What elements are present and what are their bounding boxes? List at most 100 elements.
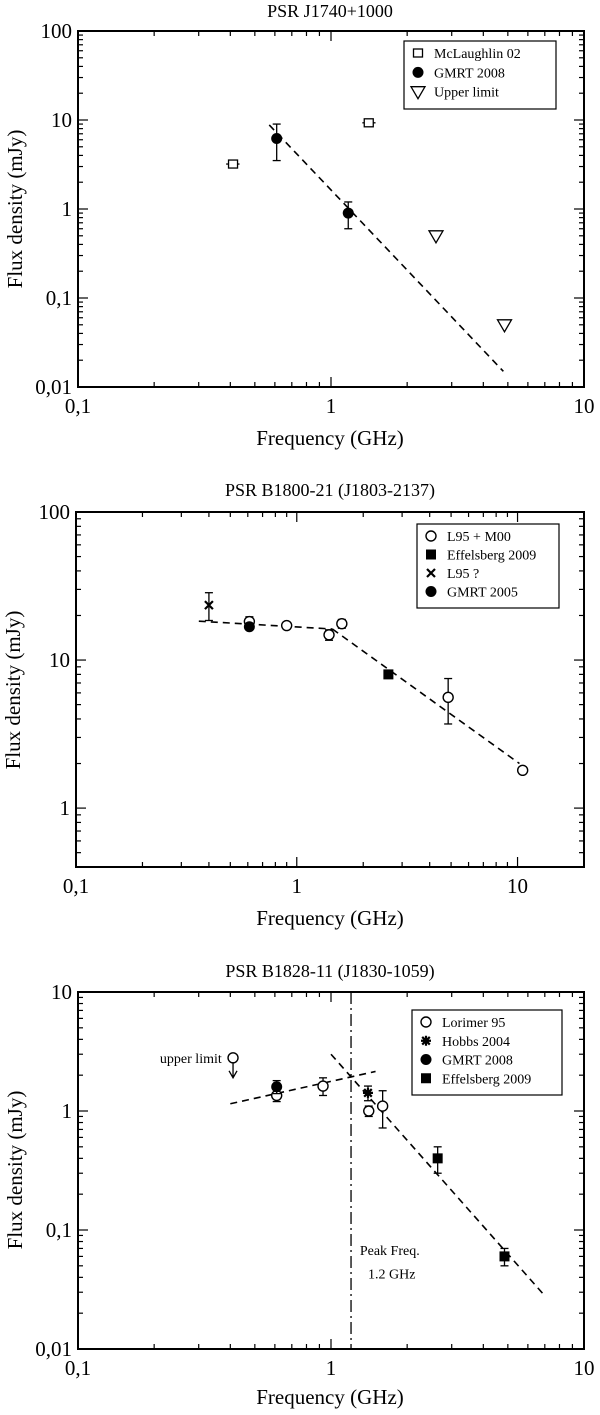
chart-title: PSR B1828-11 (J1830-1059) xyxy=(225,961,434,982)
y-tick-label: 1 xyxy=(62,1099,73,1123)
y-axis-label: Flux density (mJy) xyxy=(3,1091,27,1250)
legend-label: Effelsberg 2009 xyxy=(447,549,536,564)
legend-label: L95 ? xyxy=(447,567,479,582)
y-tick-label: 1 xyxy=(62,197,73,221)
y-tick-label: 100 xyxy=(41,19,73,43)
y-tick-label: 100 xyxy=(39,500,71,524)
plot-frame xyxy=(75,511,585,868)
annotations: upper limit Peak Freq. 1.2 GHz xyxy=(160,1052,420,1283)
data-point xyxy=(363,118,374,128)
chart-title: PSR J1740+1000 xyxy=(267,1,393,21)
legend: L95 + M00 Effelsberg 2009 L95 ? GMRT 2005 xyxy=(416,523,560,609)
data-point xyxy=(243,621,255,633)
axis-ticks: 0,1 1 10 1 10 100 xyxy=(39,500,585,898)
fit-line xyxy=(268,124,504,372)
legend-label: Upper limit xyxy=(434,86,499,101)
x-tick-label: 1 xyxy=(326,394,337,418)
y-tick-label: 10 xyxy=(51,108,72,132)
y-tick-label: 1 xyxy=(60,796,71,820)
legend-marker xyxy=(426,549,436,560)
data-point xyxy=(271,1081,283,1093)
data-point xyxy=(342,207,354,219)
legend-label: L95 + M00 xyxy=(447,530,511,545)
x-tick-label: 0,1 xyxy=(65,1356,91,1380)
annotation: Peak Freq. xyxy=(360,1244,420,1259)
legend-box xyxy=(403,40,557,110)
x-tick-label: 0,1 xyxy=(63,874,89,898)
annotation: 1.2 GHz xyxy=(368,1268,415,1283)
fit-line xyxy=(198,620,333,630)
y-tick-label: 10 xyxy=(51,980,72,1004)
legend-marker xyxy=(421,1073,431,1084)
y-tick-label: 0,01 xyxy=(35,375,72,399)
legend-marker xyxy=(420,1054,432,1065)
data-point xyxy=(427,230,445,245)
panel-psr-b1800: PSR B1800-21 (J1803-2137) 0,1 1 10 1 10 100 L… xyxy=(1,480,585,930)
y-axis-label: Flux density (mJy) xyxy=(3,130,27,289)
data-point xyxy=(363,1105,375,1117)
data-point xyxy=(323,629,335,641)
legend-label: Effelsberg 2009 xyxy=(442,1072,531,1087)
legend-marker xyxy=(420,1016,432,1028)
fit-line xyxy=(331,628,520,765)
fit-line xyxy=(230,1070,376,1105)
data-point xyxy=(383,669,394,680)
data-point xyxy=(280,619,293,632)
legend-marker xyxy=(421,1035,431,1046)
x-tick-label: 1 xyxy=(326,1356,337,1380)
legend: McLaughlin 02 GMRT 2008 Upper limit xyxy=(403,40,557,110)
data-point xyxy=(204,600,214,610)
data-point xyxy=(227,1052,239,1064)
legend-marker xyxy=(425,586,437,597)
chart-title: PSR B1800-21 (J1803-2137) xyxy=(225,480,435,501)
data-point xyxy=(336,617,348,630)
legend-marker xyxy=(409,86,427,100)
y-tick-label: 10 xyxy=(49,648,70,672)
x-axis-label: Frequency (GHz) xyxy=(256,426,404,450)
x-axis-label: Frequency (GHz) xyxy=(256,906,404,930)
y-tick-label: 0,1 xyxy=(46,286,72,310)
data-marks xyxy=(204,592,529,776)
panel-psr-b1828: PSR B1828-11 (J1830-1059) 0,1 1 100,010,11… xyxy=(3,961,595,1409)
legend-marker xyxy=(425,530,437,542)
legend-marker xyxy=(412,66,424,78)
legend-box xyxy=(411,1009,563,1096)
legend-marker xyxy=(426,568,436,578)
x-tick-label: 1 xyxy=(292,874,303,898)
data-point xyxy=(516,764,529,776)
x-axis-label: Frequency (GHz) xyxy=(256,1385,404,1409)
data-marks xyxy=(226,118,513,334)
x-tick-label: 0,1 xyxy=(65,394,91,418)
data-point xyxy=(376,1100,389,1112)
annotation: upper limit xyxy=(160,1052,222,1067)
x-tick-label: 10 xyxy=(574,1356,595,1380)
y-tick-label: 0,01 xyxy=(35,1337,72,1361)
legend-marker xyxy=(412,48,424,58)
legend-box xyxy=(416,523,560,609)
y-axis-label: Flux density (mJy) xyxy=(1,611,25,770)
data-point xyxy=(432,1153,443,1164)
legend-label: McLaughlin 02 xyxy=(434,47,521,62)
legend-label: GMRT 2005 xyxy=(447,586,518,601)
data-marks xyxy=(227,1052,510,1267)
data-point xyxy=(271,132,283,144)
data-point xyxy=(442,691,454,704)
y-tick-label: 0,1 xyxy=(46,1218,72,1242)
fit-lines xyxy=(198,620,520,765)
data-point xyxy=(317,1080,329,1092)
fit-lines xyxy=(268,124,504,372)
legend-label: GMRT 2008 xyxy=(442,1054,513,1069)
upper-limit-arrow xyxy=(228,1062,238,1080)
legend-label: Lorimer 95 xyxy=(442,1016,505,1031)
data-point xyxy=(227,159,239,169)
legend-label: Hobbs 2004 xyxy=(442,1035,510,1050)
data-point xyxy=(496,319,513,334)
data-point xyxy=(499,1251,510,1262)
x-tick-label: 10 xyxy=(507,874,528,898)
data-point xyxy=(362,1087,373,1098)
legend-label: GMRT 2008 xyxy=(434,66,505,81)
